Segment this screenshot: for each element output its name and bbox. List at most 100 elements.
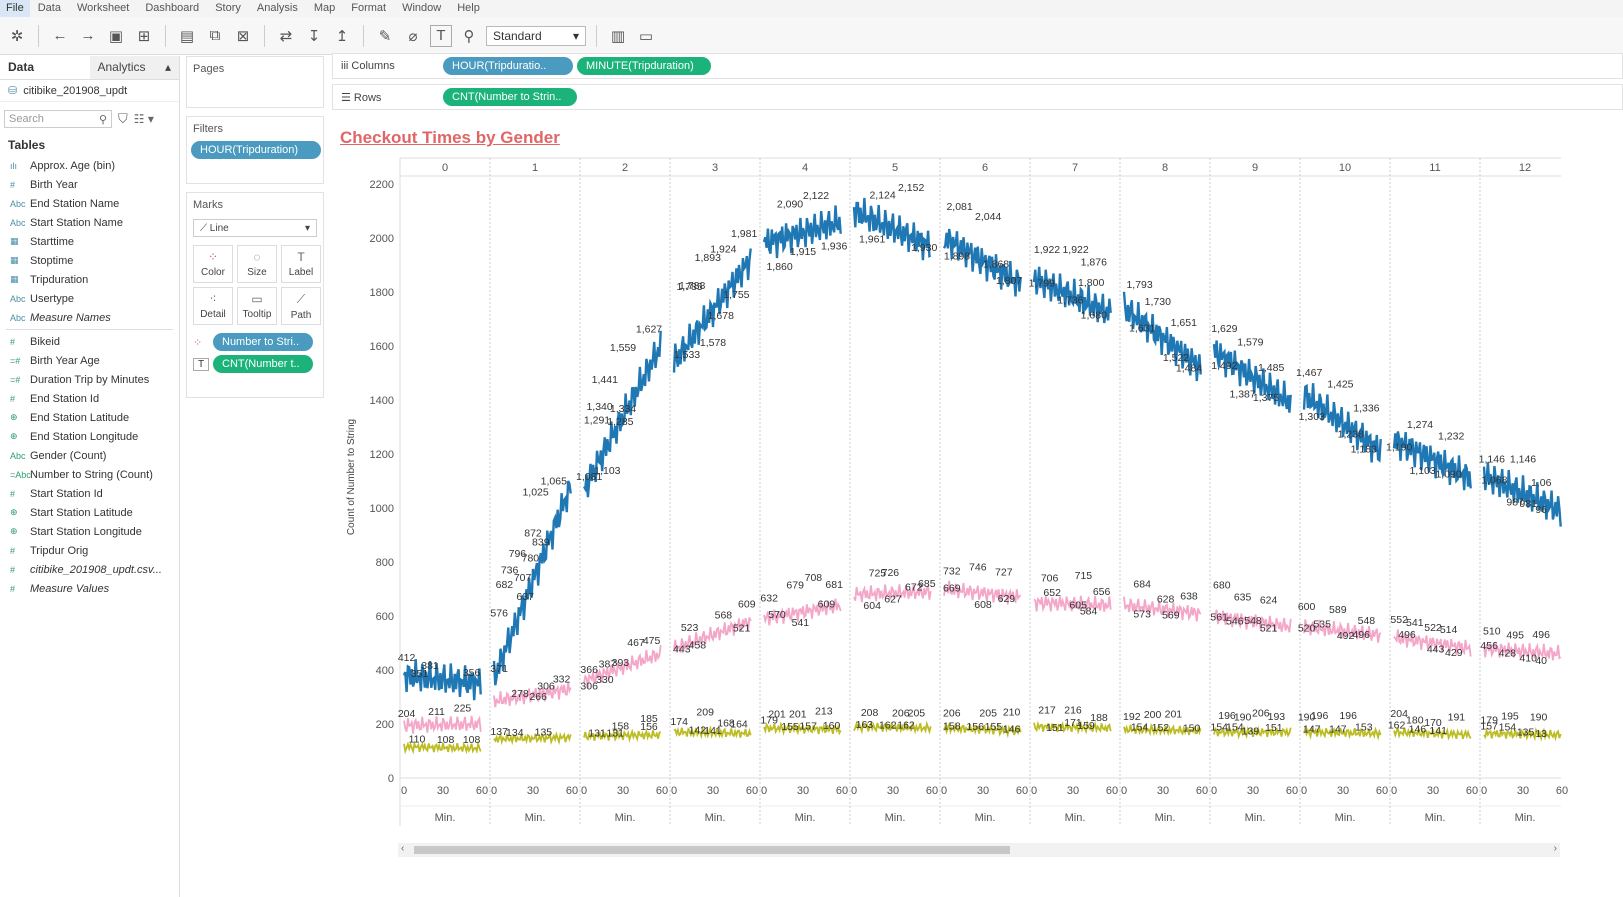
- filters-card[interactable]: Filters HOUR(Tripduration): [186, 116, 324, 184]
- pages-card[interactable]: Pages: [186, 56, 324, 108]
- rows-label: Rows: [353, 91, 382, 104]
- field-item[interactable]: # Measure Values: [0, 579, 179, 598]
- show-labels-icon[interactable]: T: [430, 24, 452, 47]
- data-label: 206: [1252, 707, 1270, 719]
- label-encoding-pill[interactable]: CNT(Number t..: [213, 355, 313, 373]
- pin-icon[interactable]: ⚲: [463, 27, 475, 45]
- clear-sheet-icon[interactable]: ⊠: [236, 27, 250, 45]
- sort-descending-icon[interactable]: ↥: [335, 27, 349, 45]
- tab-analytics[interactable]: Analytics ▴: [89, 56, 179, 79]
- menu-item-analysis[interactable]: Analysis: [256, 2, 298, 14]
- menu-item-story[interactable]: Story: [215, 2, 241, 14]
- data-label: 1,467: [1296, 367, 1322, 379]
- undo-icon[interactable]: ←: [52, 27, 68, 44]
- detail-icon: ⁖: [209, 292, 217, 306]
- mark-buttons: ⁘ Color ◌ Size T Label ⁖ Detail ▭ Tooltip ⟋ Pa…: [187, 239, 323, 331]
- field-item[interactable]: ılı Approx. Age (bin): [0, 156, 179, 175]
- color-button[interactable]: ⁘ Color: [193, 245, 233, 283]
- field-item[interactable]: =Abc Number to String (Count): [0, 465, 179, 484]
- search-input[interactable]: Search ⚲: [4, 110, 112, 128]
- field-item[interactable]: Abc End Station Name: [0, 194, 179, 213]
- field-item[interactable]: ⊕ Start Station Latitude: [0, 503, 179, 522]
- label-button[interactable]: T Label: [281, 245, 321, 283]
- field-item[interactable]: Abc Gender (Count): [0, 446, 179, 465]
- field-item[interactable]: # End Station Id: [0, 389, 179, 408]
- x-axis-label: Min.: [1425, 812, 1446, 824]
- minute-tick-label: 0: [941, 785, 947, 797]
- hour-column-pill[interactable]: HOUR(Tripduratio..: [443, 57, 573, 75]
- swap-icon[interactable]: ⇄: [279, 27, 293, 45]
- new-worksheet-icon[interactable]: ▤: [179, 27, 195, 45]
- color-encoding-pill[interactable]: Number to Stri..: [213, 333, 313, 351]
- data-label: 1,334: [610, 403, 636, 415]
- minute-tick-label: 0: [851, 785, 857, 797]
- mark-type-select[interactable]: ⟋ Line ▾: [193, 219, 317, 237]
- field-item[interactable]: # Start Station Id: [0, 484, 179, 503]
- field-item[interactable]: =# Birth Year Age: [0, 351, 179, 370]
- field-item[interactable]: # citibike_201908_updt.csv...: [0, 560, 179, 579]
- field-type-icon: Abc: [10, 312, 26, 323]
- save-icon[interactable]: ▣: [108, 27, 124, 45]
- sort-ascending-icon[interactable]: ↧: [307, 27, 321, 45]
- field-item[interactable]: # Bikeid: [0, 332, 179, 351]
- scroll-right-icon[interactable]: ›: [1553, 843, 1557, 854]
- detail-button[interactable]: ⁖ Detail: [193, 287, 233, 325]
- series-line-1-hour-4: [763, 598, 842, 626]
- redo-icon[interactable]: →: [80, 27, 96, 44]
- minute-tick-label: 30: [1157, 785, 1169, 797]
- menu-item-data[interactable]: Data: [37, 2, 61, 14]
- field-item[interactable]: # Tripdur Orig: [0, 541, 179, 560]
- datasource-item[interactable]: ⛁ citibike_201908_updt: [0, 80, 179, 102]
- data-label: 278: [511, 688, 529, 700]
- field-item[interactable]: ▦ Tripduration: [0, 270, 179, 289]
- presentation-icon[interactable]: ▭: [638, 27, 654, 45]
- field-item[interactable]: Abc Usertype: [0, 289, 179, 308]
- filter-icon[interactable]: ⛉: [118, 111, 128, 126]
- field-item[interactable]: Abc Start Station Name: [0, 213, 179, 232]
- field-type-icon: ılı: [10, 160, 18, 171]
- highlight-icon[interactable]: ✎: [378, 27, 392, 45]
- field-item[interactable]: =# Duration Trip by Minutes: [0, 370, 179, 389]
- data-label: 496: [1352, 629, 1370, 641]
- view-options-icon[interactable]: ☷ ▾: [133, 112, 154, 126]
- path-button[interactable]: ⟋ Path: [281, 287, 321, 325]
- fit-select[interactable]: Standard ▾: [486, 25, 586, 46]
- series-line-1-hour-10: [1303, 619, 1382, 643]
- field-label: Approx. Age (bin): [30, 159, 115, 172]
- data-label: 196: [1218, 710, 1236, 722]
- horizontal-scrollbar[interactable]: ‹ ›: [398, 843, 1560, 857]
- field-item[interactable]: Abc Measure Names: [0, 308, 179, 327]
- duplicate-sheet-icon[interactable]: ⧉: [209, 27, 221, 44]
- scrollbar-thumb[interactable]: [414, 846, 1010, 854]
- columns-shelf[interactable]: iii Columns HOUR(Tripduratio.. MINUTE(Tr…: [332, 53, 1623, 79]
- count-row-pill[interactable]: CNT(Number to Strin..: [443, 88, 577, 106]
- menu-item-worksheet[interactable]: Worksheet: [76, 2, 130, 14]
- minute-column-pill[interactable]: MINUTE(Tripduration): [577, 57, 711, 75]
- field-item[interactable]: ⊕ Start Station Longitude: [0, 522, 179, 541]
- menu-item-format[interactable]: Format: [351, 2, 387, 14]
- group-icon[interactable]: ⌀: [408, 27, 418, 45]
- menu-item-help[interactable]: Help: [457, 2, 480, 14]
- y-tick-label: 1800: [370, 287, 394, 299]
- menu-item-map[interactable]: Map: [313, 2, 336, 14]
- menu-item-window[interactable]: Window: [402, 2, 442, 14]
- scroll-left-icon[interactable]: ‹: [401, 843, 405, 854]
- rows-shelf[interactable]: ☰ Rows CNT(Number to Strin..: [332, 84, 1623, 110]
- field-type-icon: ▦: [10, 274, 19, 284]
- filter-pill[interactable]: HOUR(Tripduration): [191, 141, 321, 159]
- field-item[interactable]: ⊕ End Station Longitude: [0, 427, 179, 446]
- tab-data[interactable]: Data: [0, 56, 90, 79]
- tooltip-button[interactable]: ▭ Tooltip: [237, 287, 277, 325]
- data-label: 684: [1133, 578, 1151, 590]
- field-item[interactable]: # Birth Year: [0, 175, 179, 194]
- show-me-icon[interactable]: ▥: [610, 27, 626, 45]
- new-datasource-icon[interactable]: ⊞: [137, 27, 151, 45]
- field-item[interactable]: ▦ Stoptime: [0, 251, 179, 270]
- minute-tick-label: 0: [1481, 785, 1487, 797]
- size-button[interactable]: ◌ Size: [237, 245, 277, 283]
- tableau-logo-icon[interactable]: ✲: [10, 27, 24, 45]
- field-item[interactable]: ▦ Starttime: [0, 232, 179, 251]
- field-item[interactable]: ⊕ End Station Latitude: [0, 408, 179, 427]
- menu-item-file[interactable]: File: [0, 0, 30, 17]
- menu-item-dashboard[interactable]: Dashboard: [145, 2, 200, 14]
